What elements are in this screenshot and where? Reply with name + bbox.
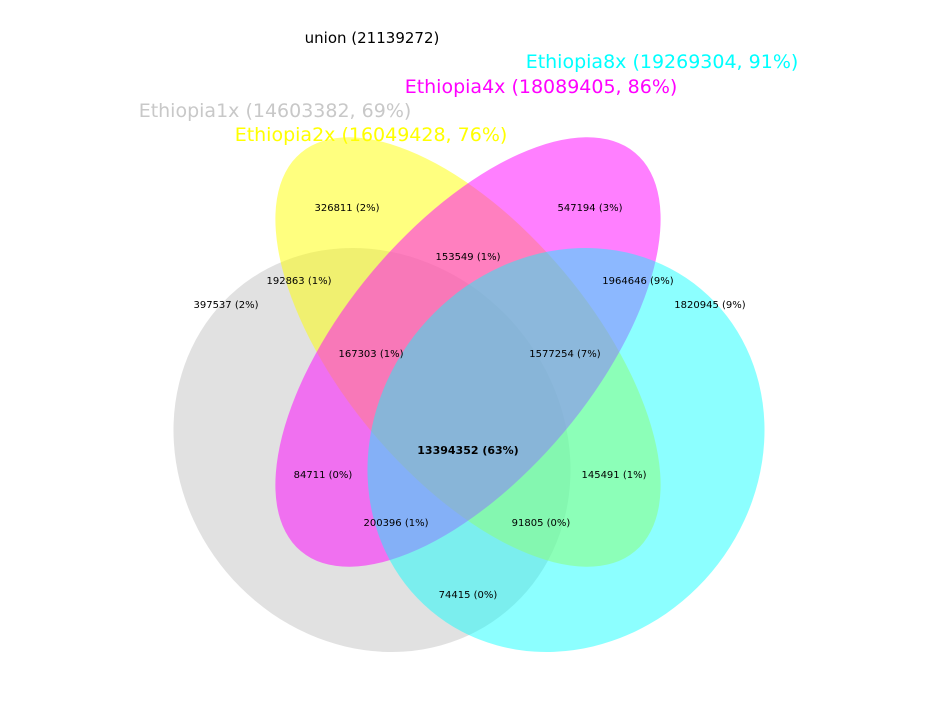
set-title-ethiopia8x: Ethiopia8x (19269304, 91%) <box>526 51 799 73</box>
region-label-4x-8x: 1964646 (9%) <box>602 276 673 287</box>
region-label-all-four: 13394352 (63%) <box>417 444 518 457</box>
region-label-1x-4x-8x: 200396 (1%) <box>363 518 428 529</box>
region-label-1x-2x-8x: 91805 (0%) <box>512 518 571 529</box>
region-label-1x-4x: 84711 (0%) <box>294 470 353 481</box>
region-label-1x-8x: 74415 (0%) <box>439 590 498 601</box>
set-title-ethiopia2x: Ethiopia2x (16049428, 76%) <box>235 124 508 146</box>
region-label-1x-2x-4x: 167303 (1%) <box>338 349 403 360</box>
ellipse-ethiopia4x <box>275 137 661 567</box>
ellipse-ethiopia8x <box>367 248 765 652</box>
union-title: union (21139272) <box>305 29 440 47</box>
region-label-only-4x: 547194 (3%) <box>557 203 622 214</box>
region-label-only-1x: 397537 (2%) <box>193 300 258 311</box>
region-label-1x-2x: 192863 (1%) <box>266 276 331 287</box>
region-label-2x-4x-8x: 1577254 (7%) <box>529 349 600 360</box>
region-label-only-8x: 1820945 (9%) <box>674 300 745 311</box>
region-label-2x-4x: 153549 (1%) <box>435 252 500 263</box>
region-label-only-2x: 326811 (2%) <box>314 203 379 214</box>
set-title-ethiopia1x: Ethiopia1x (14603382, 69%) <box>139 100 412 122</box>
set-title-ethiopia4x: Ethiopia4x (18089405, 86%) <box>405 76 678 98</box>
region-label-2x-8x: 145491 (1%) <box>581 470 646 481</box>
